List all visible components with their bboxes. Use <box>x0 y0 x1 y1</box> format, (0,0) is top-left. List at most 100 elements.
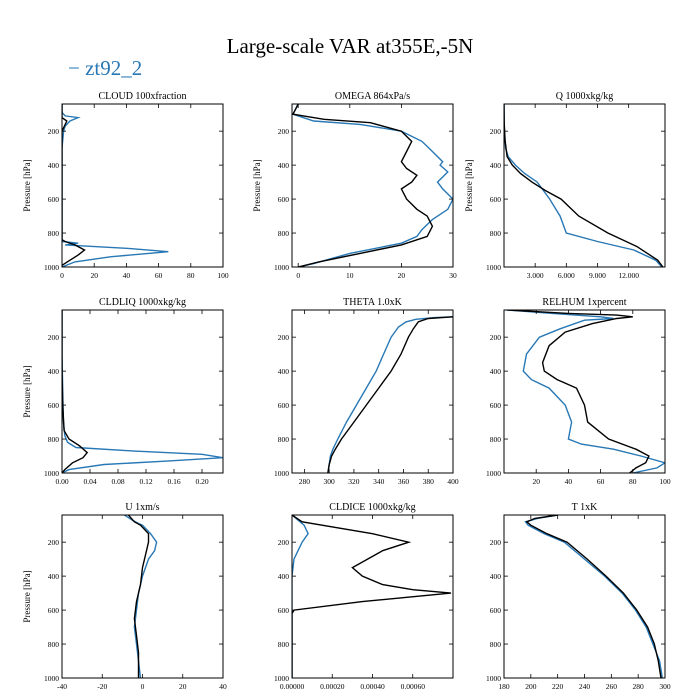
x-tick-label: 300 <box>324 477 336 486</box>
y-tick-label: 200 <box>490 333 502 342</box>
x-tick-label: 9.000 <box>589 271 606 280</box>
chart-panel-2: OMEGA 864xPa/s Pressure [hPa] 0 10 20 30 200 40… <box>252 91 457 280</box>
panel-title: THETA 1.0xK <box>343 297 402 308</box>
y-tick-label: 600 <box>48 606 60 615</box>
x-tick-label: 60 <box>597 477 605 486</box>
plot-frame <box>291 309 454 474</box>
x-tick-label: 0.00020 <box>320 682 345 691</box>
y-tick-label: 800 <box>278 640 290 649</box>
series-line-black <box>504 104 664 267</box>
x-tick-label: 0.20 <box>195 477 208 486</box>
x-tick-label: 0 <box>296 271 300 280</box>
panel-title: OMEGA 864xPa/s <box>335 91 410 102</box>
y-axis-label: Pressure [hPa] <box>22 365 32 417</box>
x-tick-label: 400 <box>447 477 459 486</box>
series-line-blue <box>124 515 158 678</box>
chart-panel-1: CLOUD 100xfraction Pressure [hPa] 0 20 40 60 8… <box>22 91 229 280</box>
x-tick-label: -40 <box>57 682 67 691</box>
x-tick-label: 0 <box>141 682 145 691</box>
y-tick-label: 200 <box>278 333 290 342</box>
x-tick-label: 360 <box>398 477 410 486</box>
x-tick-label: 0.00 <box>55 477 68 486</box>
x-tick-label: 0.00000 <box>280 682 305 691</box>
x-tick-label: 0 <box>60 271 64 280</box>
x-tick-label: 60 <box>155 271 163 280</box>
y-tick-label: 1000 <box>486 263 501 272</box>
y-tick-label: 800 <box>48 435 60 444</box>
x-tick-label: 0.00060 <box>401 682 426 691</box>
x-tick-label: 40 <box>219 682 227 691</box>
x-tick-label: 20 <box>90 271 98 280</box>
y-tick-label: 200 <box>48 538 60 547</box>
y-tick-label: 800 <box>278 435 290 444</box>
y-tick-label: 1000 <box>44 263 59 272</box>
plot-frame <box>291 103 454 268</box>
y-tick-label: 400 <box>278 572 290 581</box>
y-tick-label: 600 <box>278 401 290 410</box>
series-line-black <box>62 104 86 267</box>
plot-frame <box>61 514 224 679</box>
x-tick-label: 380 <box>423 477 435 486</box>
y-axis-label: Pressure [hPa] <box>22 159 32 211</box>
x-tick-label: 20 <box>179 682 187 691</box>
series-line-black <box>292 104 434 267</box>
y-axis-label: Pressure [hPa] <box>22 570 32 622</box>
y-tick-label: 200 <box>490 538 502 547</box>
y-tick-label: 600 <box>490 606 502 615</box>
y-tick-label: 800 <box>48 640 60 649</box>
x-tick-label: 0.00040 <box>360 682 385 691</box>
y-tick-label: 1000 <box>486 469 501 478</box>
series-line-blue <box>507 310 665 473</box>
series-line-black <box>292 515 452 678</box>
y-tick-label: 600 <box>48 195 60 204</box>
series-line-blue <box>62 104 169 267</box>
x-tick-label: 6.000 <box>558 271 575 280</box>
legend: − zt92_2 <box>68 56 142 81</box>
y-tick-label: 200 <box>490 127 502 136</box>
y-tick-label: 400 <box>278 367 290 376</box>
chart-panel-8: CLDICE 1000xkg/kg 0.00000 0.00020 0.00040 0.… <box>274 502 454 691</box>
y-tick-label: 400 <box>490 161 502 170</box>
x-tick-label: 80 <box>187 271 195 280</box>
x-tick-label: 30 <box>449 271 457 280</box>
series-line-black <box>327 316 453 473</box>
series-line-blue <box>62 310 223 473</box>
panel-title: RELHUM 1xpercent <box>542 297 626 308</box>
series-line-blue <box>524 515 663 678</box>
panel-title: U 1xm/s <box>125 502 159 513</box>
chart-panel-5: THETA 1.0xK 280 300 320 340 360 380 400 200 400 60… <box>274 297 459 486</box>
x-tick-label: 80 <box>629 477 637 486</box>
y-tick-label: 400 <box>48 161 60 170</box>
y-tick-label: 600 <box>490 401 502 410</box>
y-tick-label: 1000 <box>274 263 289 272</box>
x-tick-label: 100 <box>659 477 671 486</box>
plot-frame <box>61 309 224 474</box>
series-line-black <box>127 515 150 678</box>
x-tick-label: 280 <box>633 682 645 691</box>
x-tick-label: 300 <box>659 682 671 691</box>
plot-frame <box>61 103 224 268</box>
legend-line-icon: − <box>68 56 80 80</box>
series-line-blue <box>292 104 453 267</box>
x-tick-label: 0.12 <box>139 477 152 486</box>
y-tick-label: 1000 <box>274 469 289 478</box>
y-tick-label: 1000 <box>274 674 289 683</box>
x-tick-label: 0.16 <box>167 477 180 486</box>
x-tick-label: 0.08 <box>111 477 124 486</box>
y-tick-label: 200 <box>48 127 60 136</box>
panel-title: CLDLIQ 1000xkg/kg <box>99 297 186 308</box>
y-tick-label: 600 <box>278 606 290 615</box>
chart-panel-4: CLDLIQ 1000xkg/kg Pressure [hPa] 0.00 0.04 0… <box>22 297 224 486</box>
y-tick-label: 1000 <box>486 674 501 683</box>
y-tick-label: 800 <box>48 229 60 238</box>
x-tick-label: 100 <box>217 271 229 280</box>
plot-frame <box>503 514 666 679</box>
y-tick-label: 800 <box>490 640 502 649</box>
y-tick-label: 600 <box>48 401 60 410</box>
chart-panel-3: Q 1000xkg/kg Pressure [hPa] 3.000 6.000 9.00… <box>464 91 666 280</box>
plot-frame <box>503 103 666 268</box>
y-tick-label: 200 <box>48 333 60 342</box>
x-tick-label: 280 <box>299 477 311 486</box>
chart-panel-7: U 1xm/s Pressure [hPa] -40 -20 0 20 40 200 400 60… <box>22 502 227 691</box>
